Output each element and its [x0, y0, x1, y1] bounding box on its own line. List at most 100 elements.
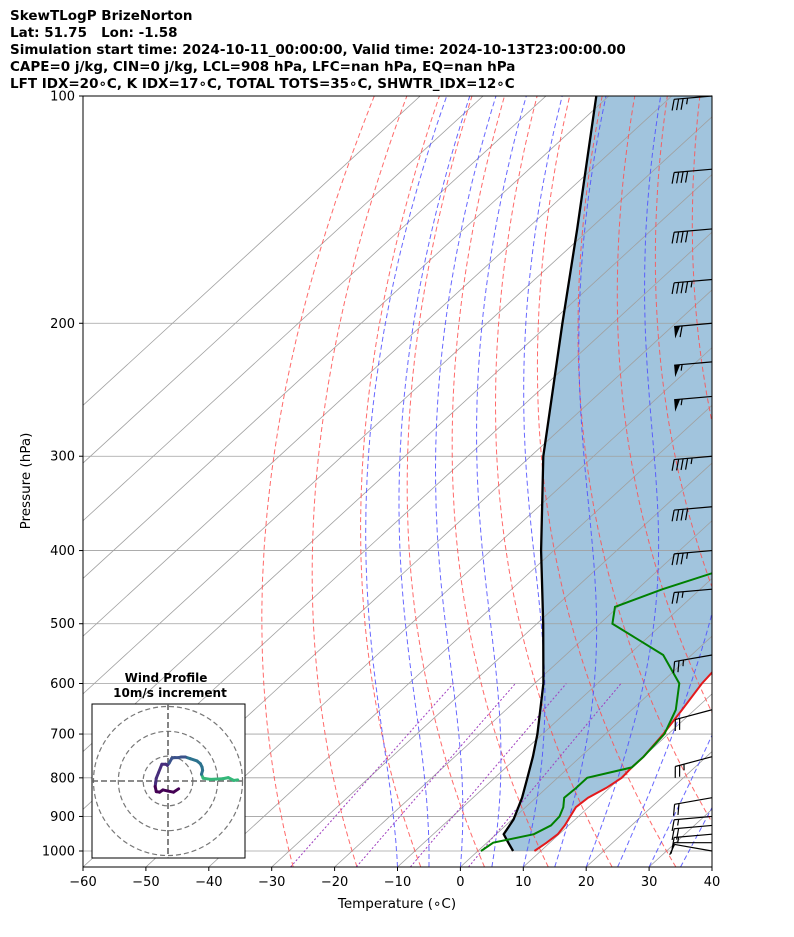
wind-barb-half: [686, 98, 689, 105]
wind-barb-full: [677, 660, 680, 673]
wind-barb-full: [680, 552, 684, 565]
isotherm-line: [208, 404, 712, 867]
wind-barb-full: [679, 325, 683, 338]
isotherm-line: [145, 347, 712, 867]
wind-barb-full: [671, 282, 675, 295]
wind-barb-full: [680, 171, 684, 184]
station-title: SkewTLogP BrizeNorton: [10, 8, 193, 24]
x-tick-label: 40: [704, 875, 721, 890]
isotherm-line: [334, 520, 712, 867]
y-tick-label: 500: [50, 617, 75, 632]
isotherm-line: [83, 96, 673, 637]
wind-barb-staff: [674, 228, 713, 233]
dry-adiabat-line: [451, 96, 549, 867]
wind-barb-pennant: [674, 364, 681, 378]
dry-adiabat-line: [494, 96, 613, 867]
wind-barb-staff: [674, 506, 713, 511]
wind-barb-staff: [674, 395, 713, 401]
isotherm-line: [83, 116, 712, 695]
y-tick-label: 200: [50, 317, 75, 332]
wind-barb-half: [680, 398, 683, 406]
x-tick-label: 20: [578, 875, 595, 890]
isotherm-line: [711, 866, 712, 867]
wind-barb-full: [671, 837, 675, 849]
moist-adiabat-line: [435, 96, 497, 867]
moist-adiabat-line: [711, 865, 712, 867]
wind-barb-full: [676, 509, 680, 522]
wind-barb-full: [671, 828, 675, 841]
moist-adiabats: [365, 96, 712, 867]
dry-adiabat-line: [728, 96, 794, 867]
isotherm-line: [83, 96, 484, 464]
wind-barb-full: [671, 99, 675, 111]
wind-barb-full: [684, 508, 689, 521]
wind-barb: [671, 278, 713, 295]
moist-adiabat-line: [554, 96, 607, 867]
dry-adiabat-line: [406, 96, 485, 867]
wind-barb-full: [680, 281, 684, 294]
temperature-profile-group: [533, 670, 712, 852]
wind-barb-staff: [674, 549, 713, 555]
wind-barb-full: [671, 592, 675, 604]
y-tick-label: 600: [50, 677, 75, 692]
wind-barb-full: [676, 231, 680, 244]
cape-cin-shading: [503, 96, 712, 851]
wind-barb-staff: [674, 815, 713, 821]
wind-barb: [672, 654, 713, 673]
dry-adiabat-line: [763, 96, 794, 867]
wind-barb: [671, 168, 713, 184]
dewpoint-profile-group: [480, 572, 712, 852]
wind-barb: [671, 588, 713, 604]
hodograph-inset: Wind Profile 10m/s increment: [91, 671, 246, 859]
dry-adiabat-line: [654, 96, 712, 589]
isotherm-line: [523, 693, 712, 867]
wind-barb-staff: [674, 278, 713, 284]
x-tick-label: −20: [321, 875, 348, 890]
wind-barb-full: [680, 509, 684, 521]
wind-barbs: [669, 95, 713, 855]
moist-adiabat-line: [398, 96, 471, 867]
wind-barb: [674, 709, 713, 731]
mixing-ratio-line: [290, 683, 454, 867]
hodograph-segment: [172, 787, 181, 794]
wind-barb: [671, 824, 713, 841]
moist-adiabat-line: [617, 610, 712, 867]
dry-adiabat-line: [536, 96, 677, 867]
wind-barb-full: [671, 459, 675, 471]
wind-barb-full: [671, 172, 675, 184]
isotherm-line: [271, 462, 712, 867]
wind-barb-staff: [674, 95, 713, 100]
wind-barb-staff: [674, 843, 713, 852]
moist-adiabat-line: [648, 733, 712, 867]
y-tick-label: 100: [50, 90, 75, 105]
wind-barb: [669, 843, 713, 855]
wind-barb: [674, 361, 713, 378]
dry-adiabat-line: [577, 96, 712, 824]
wind-barb-full: [680, 98, 684, 110]
parcel-profile-group: [502, 96, 598, 852]
isotherm-line: [83, 96, 547, 522]
station-coordinates: Lat: 51.75 Lon: -1.58: [10, 25, 178, 41]
wind-barb-half: [686, 552, 689, 559]
x-tick-label: −50: [132, 875, 159, 890]
wind-barb-pennant: [674, 326, 681, 339]
stability-indices: LFT IDX=20∘C, K IDX=17∘C, TOTAL TOTS=35∘…: [10, 76, 515, 92]
wind-barb-full: [672, 661, 676, 673]
wind-barb: [671, 455, 713, 471]
wind-barb-half: [681, 591, 684, 598]
wind-barb-full: [672, 804, 676, 816]
y-tick-label: 700: [50, 728, 75, 743]
wind-barb: [674, 322, 713, 339]
isotherm-line: [460, 635, 712, 867]
chart-header: SkewTLogP BrizeNorton Lat: 51.75 Lon: -1.…: [10, 8, 626, 93]
x-axis-ticks: −60 −50 −40 −30 −20 −10 0 10 20 30 40: [69, 867, 720, 890]
y-tick-label: 300: [50, 450, 75, 465]
wind-barb-staff: [674, 361, 713, 366]
y-axis-ticks: 100 200 300 400 500 600 700 800 900 1000: [42, 90, 83, 860]
dry-adiabat-line: [360, 96, 440, 867]
dry-adiabat-line: [261, 96, 375, 867]
wind-barb-full: [676, 98, 680, 111]
wind-barb-full: [676, 828, 680, 840]
wind-barb-full: [677, 803, 680, 815]
moist-adiabat-line: [585, 96, 662, 867]
